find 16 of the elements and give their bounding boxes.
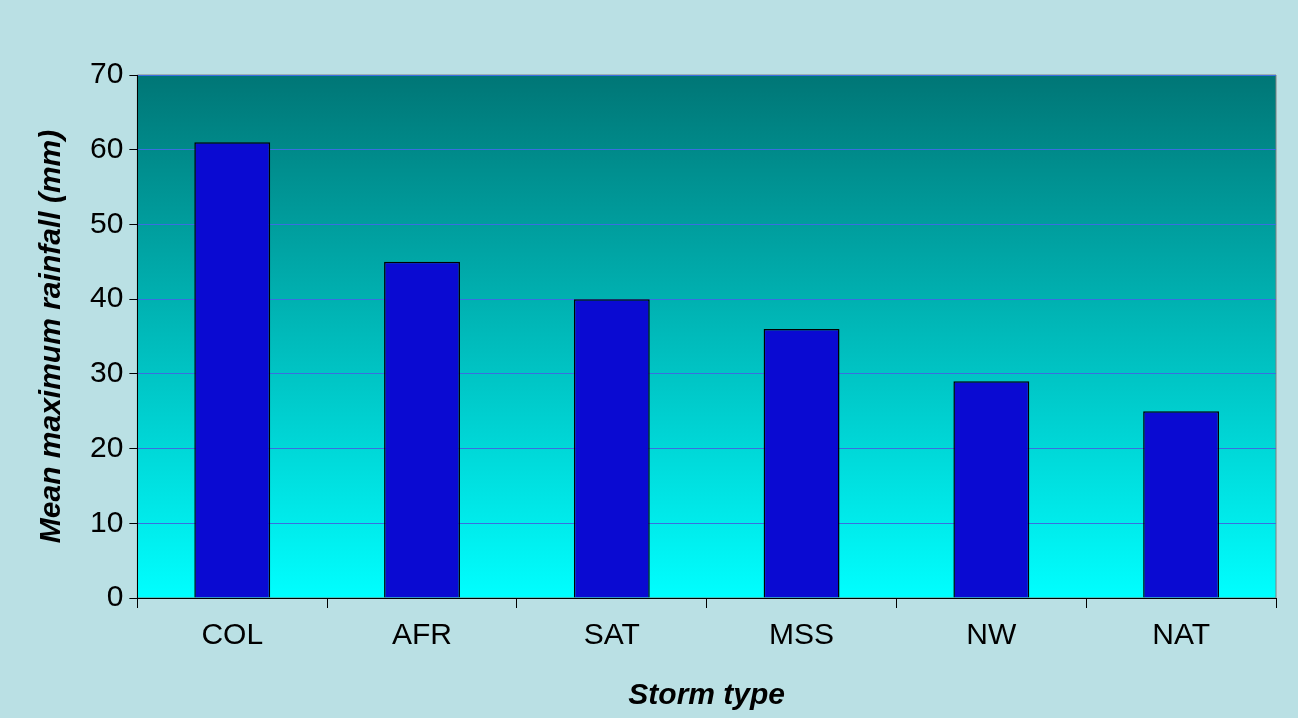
x-axis-title: Storm type (628, 677, 786, 711)
x-tick-label: AFR (392, 617, 453, 651)
x-tick-label: COL (201, 617, 264, 651)
y-tick-label: 10 (89, 504, 124, 538)
y-tick-label: 50 (89, 205, 124, 239)
y-tick-label: 70 (89, 56, 124, 90)
x-tick-label: NW (966, 617, 1018, 651)
x-tick-label: SAT (583, 617, 640, 651)
y-tick-label: 60 (89, 130, 124, 164)
y-tick-label: 30 (89, 355, 124, 389)
y-tick-label: 0 (106, 579, 124, 613)
y-tick-label: 40 (89, 280, 124, 314)
y-tick-label: 20 (89, 429, 124, 463)
y-axis-title: Mean maximum rainfall (mm) (33, 129, 67, 544)
x-tick-label: NAT (1152, 617, 1210, 651)
x-tick-label: MSS (769, 617, 835, 651)
